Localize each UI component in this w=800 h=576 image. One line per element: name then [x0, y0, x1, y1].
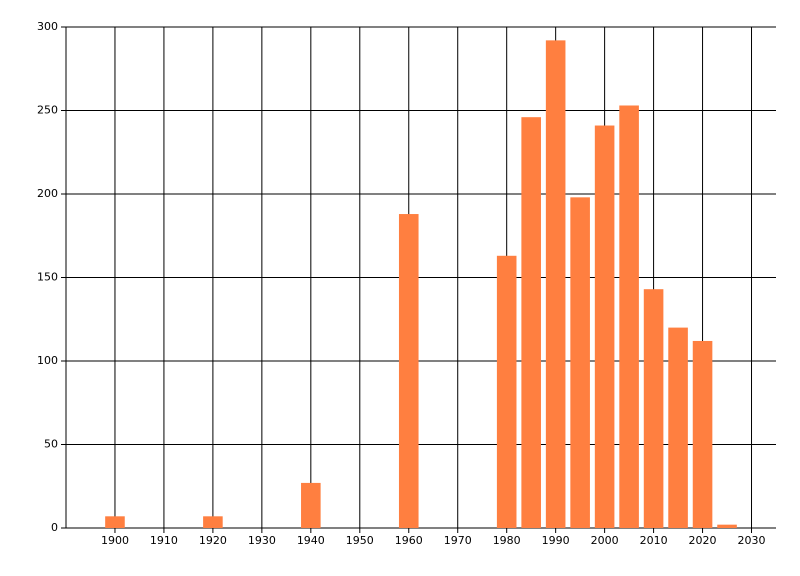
y-tick-label: 100 [37, 354, 58, 367]
x-tick-label: 1930 [248, 534, 276, 547]
bar [398, 214, 419, 529]
bar [570, 197, 590, 528]
bar [717, 524, 737, 528]
y-tick-label: 300 [37, 20, 58, 33]
x-tick-label: 1990 [542, 534, 570, 547]
x-tick-label: 1940 [297, 534, 325, 547]
x-tick-label: 1910 [150, 534, 178, 547]
x-tick-label: 2030 [738, 534, 766, 547]
bar [301, 482, 321, 528]
bar [496, 255, 517, 529]
bar [545, 40, 566, 529]
y-tick-label: 150 [37, 271, 58, 284]
y-tick-label: 0 [51, 521, 58, 534]
x-tick-label: 2020 [689, 534, 717, 547]
bar [203, 516, 223, 528]
bar [521, 117, 541, 529]
x-tick-label: 1960 [395, 534, 423, 547]
x-tick-label: 1970 [444, 534, 472, 547]
bar [692, 340, 713, 528]
bar [594, 125, 615, 528]
bar [619, 105, 639, 529]
bar [643, 289, 664, 528]
x-tick-label: 1920 [199, 534, 227, 547]
bar [105, 516, 125, 528]
x-tick-label: 1980 [493, 534, 521, 547]
x-tick-label: 1950 [346, 534, 374, 547]
y-tick-label: 50 [44, 438, 58, 451]
y-tick-label: 200 [37, 187, 58, 200]
x-tick-label: 2000 [591, 534, 619, 547]
y-tick-label: 250 [37, 104, 58, 117]
x-tick-label: 1900 [101, 534, 129, 547]
x-tick-label: 2010 [640, 534, 668, 547]
bar [668, 327, 688, 528]
